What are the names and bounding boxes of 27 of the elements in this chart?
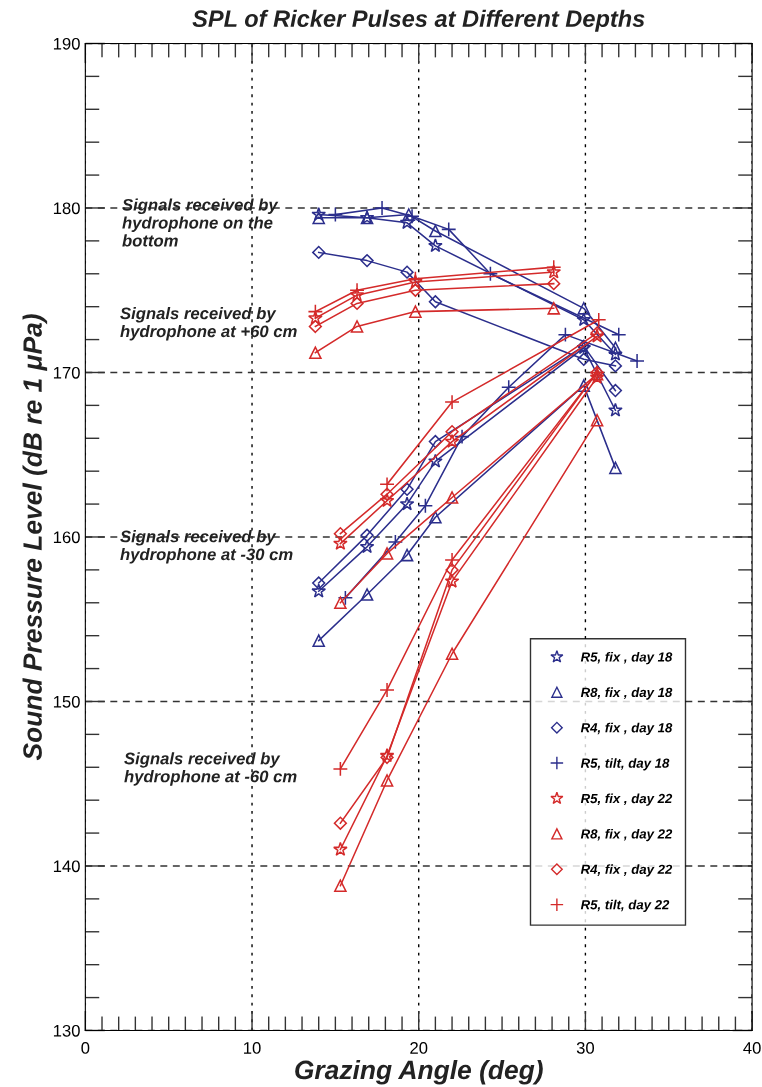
y-tick-label: 140	[53, 860, 80, 873]
x-tick-label: 10	[244, 1042, 261, 1054]
x-tick-label: 20	[410, 1042, 428, 1054]
annotation: Signals received by hydrophone at +60 cm	[120, 307, 297, 341]
annotation: Signals received by hydrophone at -30 cm	[120, 530, 293, 564]
legend-label: R5, tilt, day 22	[580, 899, 670, 912]
x-tick-label: 30	[576, 1042, 595, 1054]
legend-label: R5, fix , day 18	[580, 651, 673, 665]
y-tick-label: 180	[53, 202, 80, 215]
legend-label: R8, fix , day 22	[580, 828, 673, 842]
x-tick-label: 40	[743, 1042, 761, 1054]
legend-label: R5, tilt, day 18	[580, 758, 670, 771]
y-tick-label: 130	[53, 1024, 80, 1037]
legend-label: R4, fix , day 18	[580, 722, 673, 736]
x-axis-title: Grazing Angle (deg)	[295, 1059, 543, 1085]
legend-label: R4, fix , day 22	[580, 864, 673, 877]
x-tick-label: 0	[81, 1042, 90, 1054]
chart-title: SPL of Ricker Pulses at Different Depths	[192, 9, 645, 32]
legend-label: R5, fix , day 22	[580, 793, 673, 806]
y-tick-label: 190	[53, 37, 80, 50]
annotation: Signals received by hydrophone at -60 cm	[124, 752, 297, 786]
y-tick-label: 160	[53, 531, 80, 544]
annotation: Signals received by hydrophone on the bottom	[122, 198, 279, 247]
y-tick-label: 150	[53, 695, 80, 708]
legend-label: R8, fix , day 18	[580, 687, 673, 700]
y-axis-title: Sound Pressure Level (dB re 1 μPa)	[22, 314, 48, 761]
y-tick-label: 170	[53, 366, 80, 379]
